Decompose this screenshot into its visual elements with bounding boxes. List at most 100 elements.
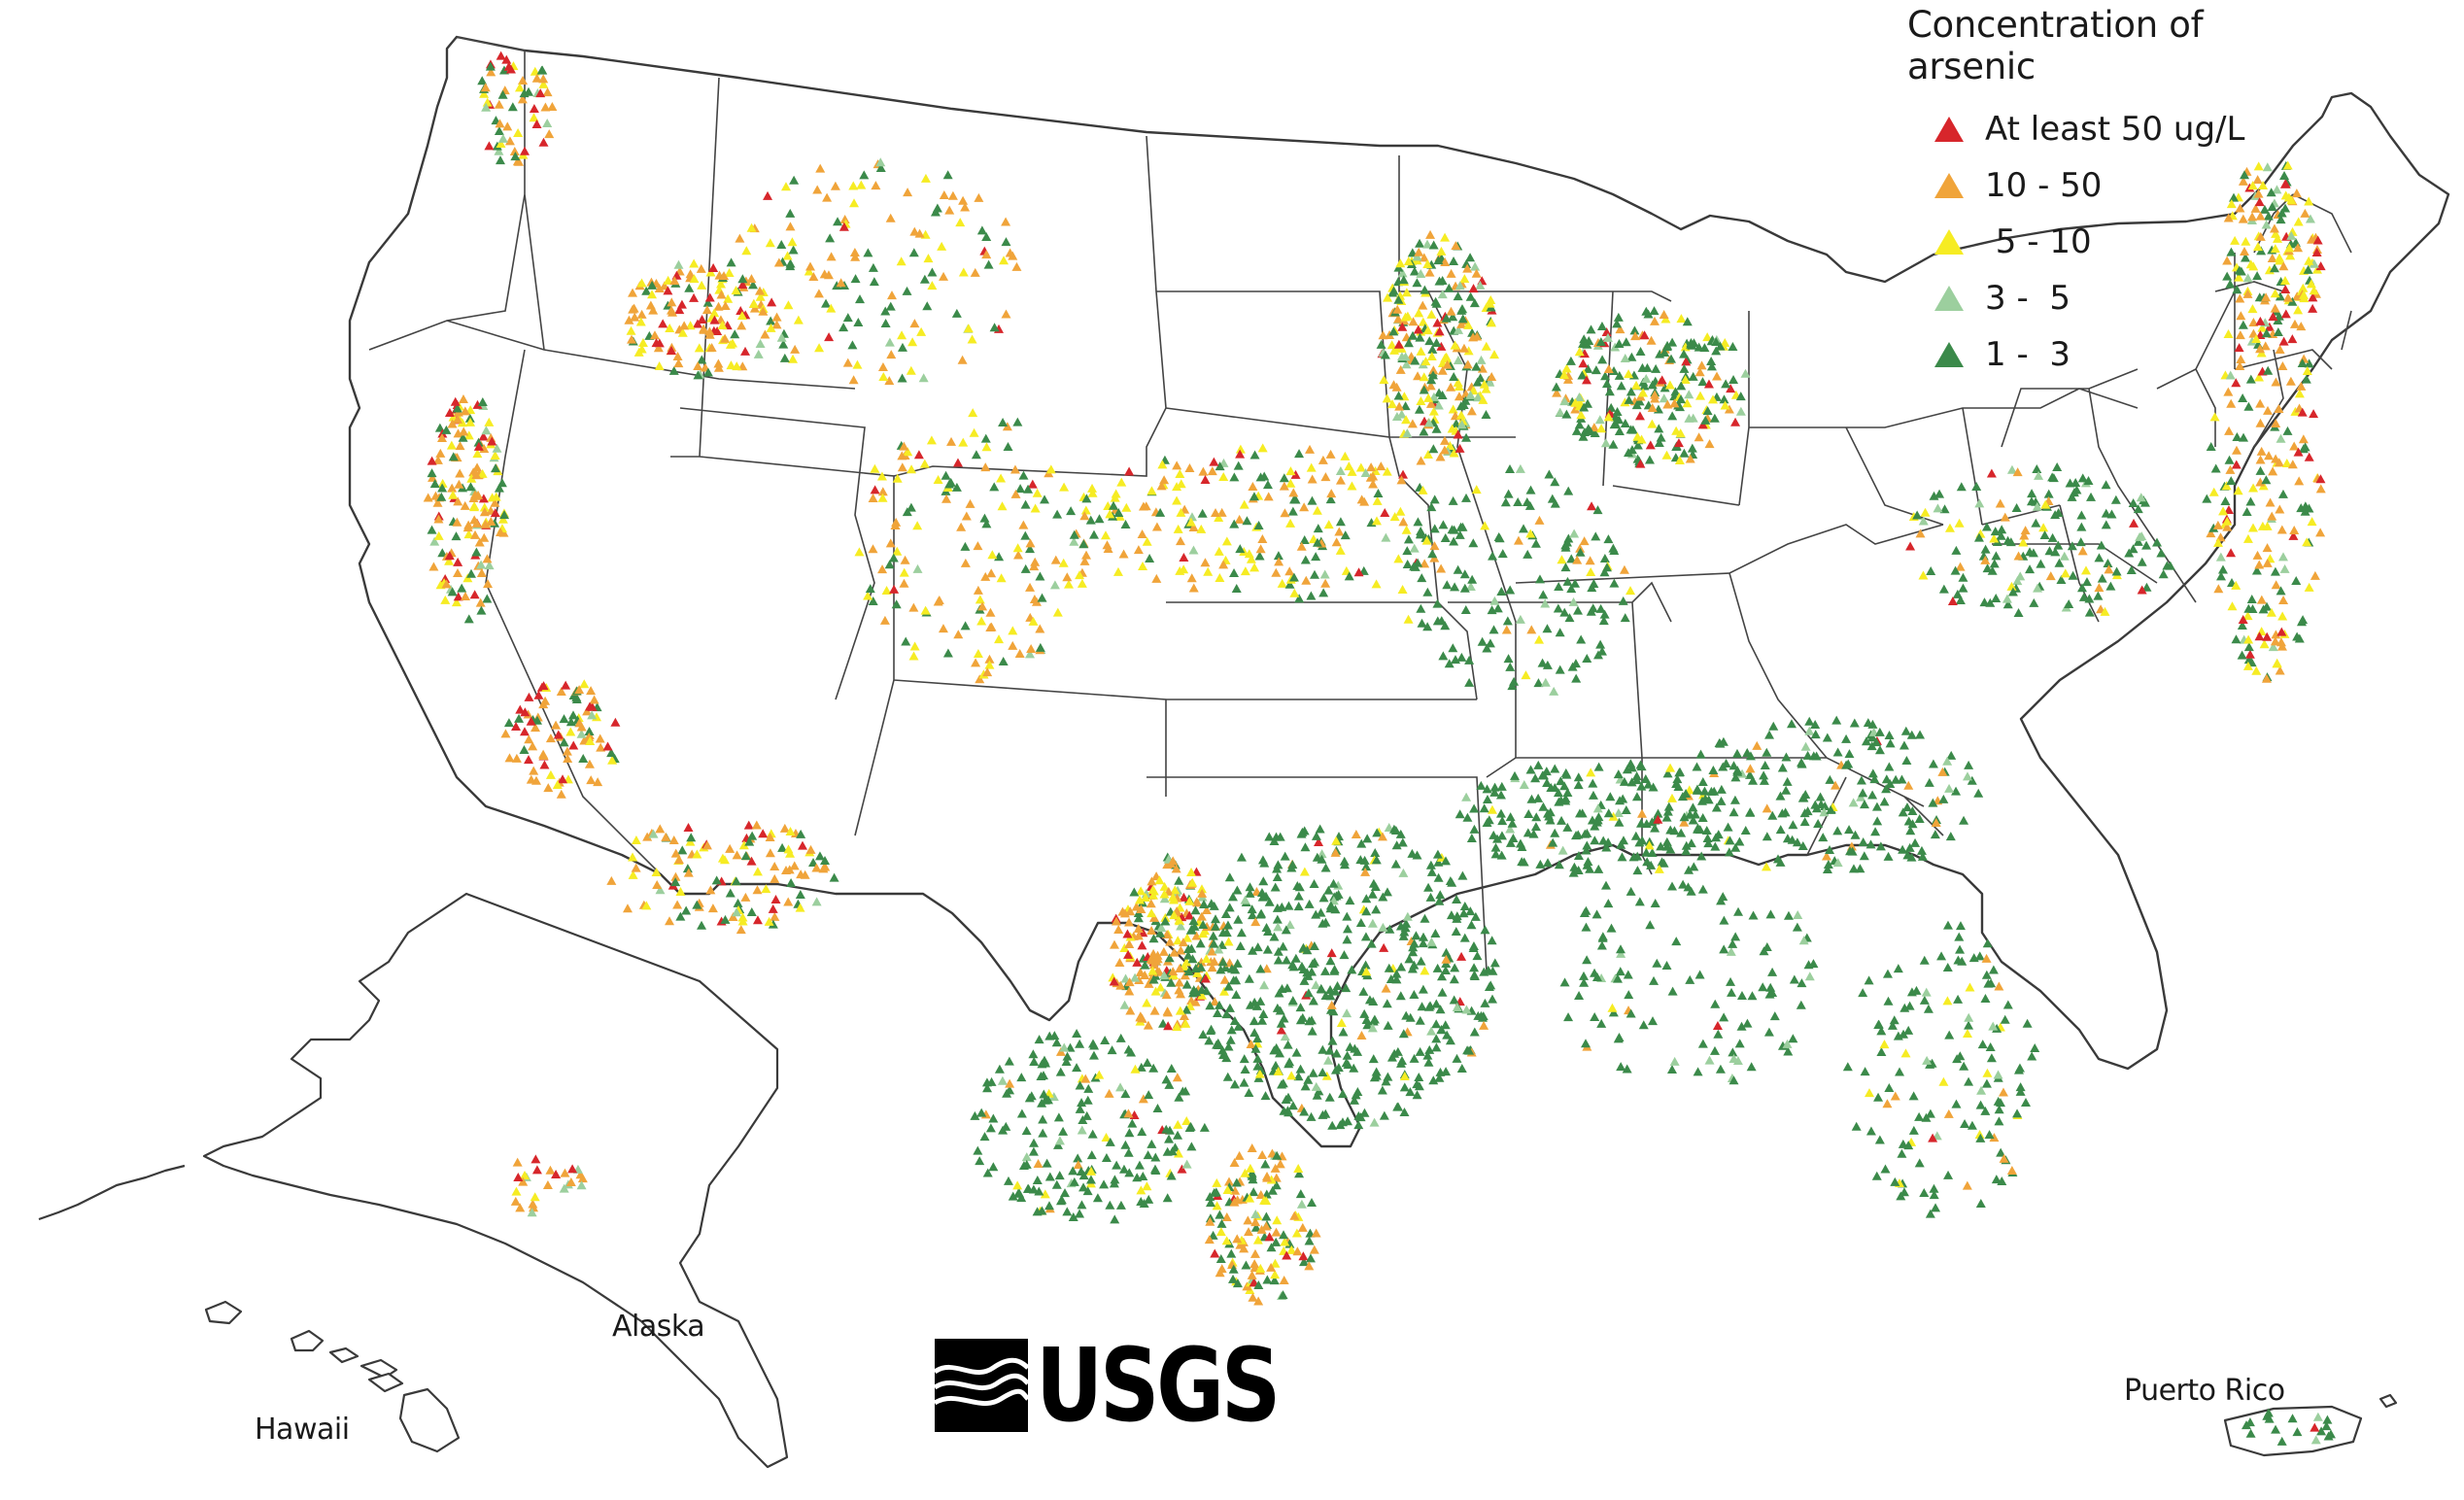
sample-site-marker: [1860, 1067, 1870, 1076]
sample-site-marker: [1711, 802, 1722, 812]
sample-site-marker: [988, 1113, 999, 1123]
sample-site-marker: [1589, 578, 1599, 588]
sample-site-marker: [1228, 1274, 1239, 1283]
sample-site-marker: [628, 304, 638, 314]
sample-site-marker: [1132, 957, 1143, 967]
sample-site-marker: [1001, 217, 1011, 226]
sample-site-marker: [1454, 281, 1465, 290]
sample-site-marker: [2293, 305, 2304, 315]
sample-site-marker: [919, 274, 930, 284]
sample-site-marker: [2262, 631, 2273, 641]
sample-site-marker: [1659, 310, 1669, 320]
sample-site-marker: [2236, 311, 2246, 321]
sample-site-marker: [916, 326, 927, 336]
sample-site-marker: [1225, 1035, 1236, 1044]
sample-site-marker: [575, 1170, 586, 1179]
sample-site-marker: [752, 915, 763, 925]
sample-site-marker: [720, 301, 731, 311]
sample-site-marker: [813, 289, 824, 298]
sample-site-marker: [1310, 569, 1320, 579]
sample-site-marker: [1262, 1275, 1273, 1284]
sample-site-marker: [2103, 558, 2113, 567]
sample-site-marker: [1578, 339, 1589, 349]
sample-site-marker: [1919, 995, 1930, 1005]
sample-site-marker: [1033, 1159, 1044, 1169]
sample-site-marker: [1574, 347, 1585, 357]
sample-site-marker: [1448, 312, 1458, 322]
sample-site-marker: [1478, 394, 1489, 404]
sample-site-marker: [1312, 505, 1322, 515]
sample-site-marker: [869, 277, 879, 287]
sample-site-marker: [1745, 769, 1756, 779]
sample-site-marker: [1559, 607, 1570, 617]
sample-site-marker: [1884, 731, 1895, 740]
sample-site-marker: [1168, 967, 1179, 976]
sample-site-marker: [1823, 860, 1833, 869]
sample-site-marker: [584, 726, 595, 735]
sample-site-marker: [1149, 1164, 1160, 1174]
sample-site-marker: [1561, 409, 1572, 419]
sample-site-marker: [1414, 308, 1424, 318]
sample-site-marker: [1123, 949, 1134, 959]
sample-site-marker: [1064, 579, 1075, 589]
sample-site-marker: [1980, 994, 1991, 1004]
sample-site-marker: [1335, 475, 1346, 485]
sample-site-marker: [1445, 876, 1455, 886]
sample-site-marker: [429, 479, 440, 489]
sample-site-marker: [1101, 1153, 1112, 1163]
sample-site-marker: [1730, 417, 1741, 426]
sample-site-marker: [2272, 185, 2282, 194]
sample-site-marker: [651, 867, 662, 876]
sample-site-marker: [1255, 544, 1266, 554]
sample-site-marker: [1697, 377, 1708, 387]
sample-site-marker: [960, 541, 971, 551]
sample-site-marker: [1459, 274, 1470, 284]
sample-site-marker: [1448, 404, 1458, 414]
sample-site-marker: [1920, 507, 1931, 517]
sample-site-marker: [1305, 1253, 1316, 1263]
sample-site-marker: [631, 835, 641, 845]
sample-site-marker: [984, 660, 995, 669]
sample-site-marker: [1595, 603, 1606, 613]
sample-site-marker: [1675, 767, 1686, 776]
sample-site-marker: [1203, 566, 1214, 576]
sample-site-marker: [1456, 652, 1467, 662]
sample-site-marker: [2264, 1414, 2275, 1423]
sample-site-marker: [1759, 775, 1769, 785]
sample-site-marker: [1544, 469, 1555, 479]
sample-site-marker: [2261, 673, 2272, 683]
sample-site-marker: [2232, 431, 2242, 441]
sample-site-marker: [2044, 546, 2055, 556]
sample-site-marker: [868, 262, 878, 272]
sample-site-marker: [1146, 925, 1157, 935]
sample-site-marker: [1876, 1047, 1887, 1057]
sample-site-marker: [969, 427, 979, 437]
sample-site-marker: [1687, 443, 1697, 453]
sample-site-marker: [1003, 442, 1013, 452]
sample-site-marker: [1218, 1050, 1229, 1060]
sample-site-marker: [906, 365, 916, 375]
sample-site-marker: [1568, 868, 1579, 877]
sample-site-marker: [1288, 572, 1299, 582]
sample-site-marker: [1466, 406, 1477, 416]
sample-site-marker: [2255, 418, 2266, 427]
sample-site-marker: [1620, 354, 1630, 363]
sample-site-marker: [1231, 975, 1242, 985]
sample-site-marker: [1402, 559, 1413, 568]
sample-site-marker: [465, 482, 476, 492]
sample-site-marker: [795, 903, 805, 912]
sample-site-marker: [1454, 443, 1465, 453]
sample-site-marker: [1285, 518, 1296, 528]
sample-site-marker: [852, 359, 863, 369]
sample-site-marker: [1372, 828, 1383, 837]
sample-site-marker: [2128, 544, 2139, 554]
sample-site-marker: [1355, 462, 1366, 472]
sample-site-marker: [2300, 208, 2310, 218]
sample-site-marker: [1850, 830, 1861, 839]
sample-site-marker: [1133, 913, 1144, 923]
sample-site-marker: [1981, 1078, 1992, 1088]
sample-site-marker: [433, 514, 444, 524]
sample-site-marker: [2264, 451, 2275, 460]
sample-site-marker: [2158, 569, 2169, 579]
sample-site-marker: [1449, 995, 1459, 1005]
